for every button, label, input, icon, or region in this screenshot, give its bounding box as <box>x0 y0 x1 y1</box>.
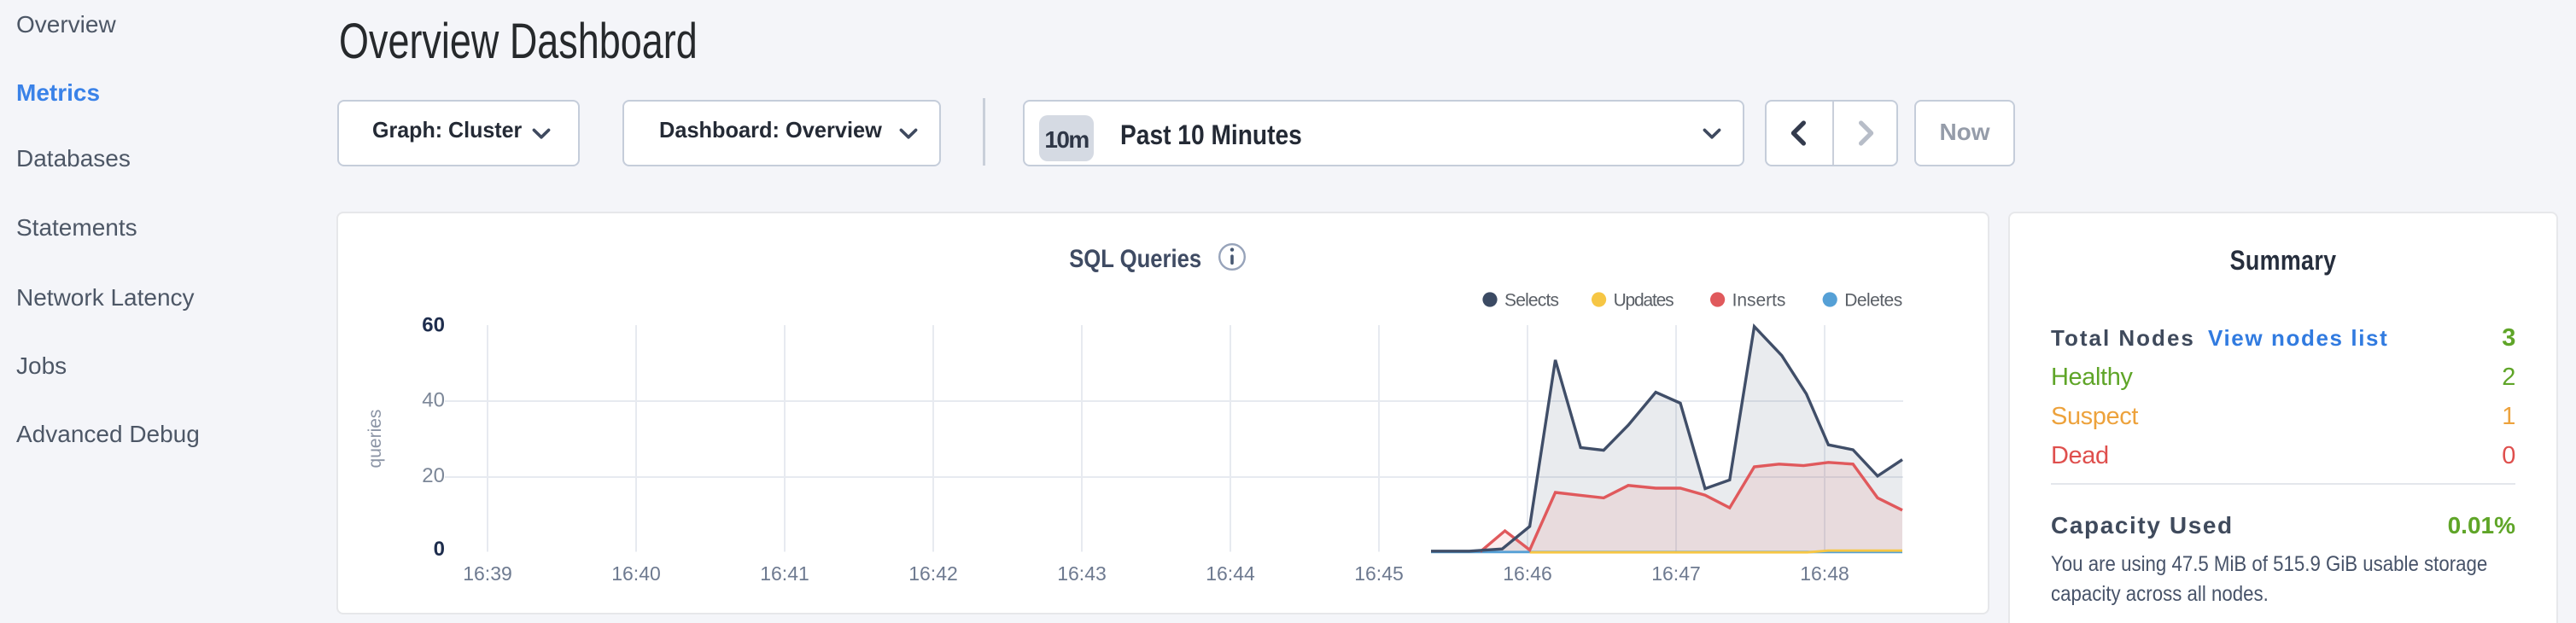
svg-text:40: 40 <box>422 389 445 412</box>
svg-text:16:42: 16:42 <box>908 562 958 585</box>
svg-text:Inserts: Inserts <box>1732 290 1786 310</box>
svg-text:16:47: 16:47 <box>1651 562 1701 585</box>
svg-text:16:44: 16:44 <box>1206 562 1255 585</box>
svg-text:16:39: 16:39 <box>463 562 512 585</box>
svg-text:16:46: 16:46 <box>1503 562 1552 585</box>
svg-text:16:45: 16:45 <box>1354 562 1404 585</box>
svg-text:60: 60 <box>422 314 445 337</box>
svg-text:SQL Queries: SQL Queries <box>1069 245 1201 273</box>
svg-text:0: 0 <box>434 538 445 561</box>
svg-text:16:48: 16:48 <box>1800 562 1849 585</box>
svg-text:16:43: 16:43 <box>1057 562 1107 585</box>
svg-text:16:41: 16:41 <box>760 562 809 585</box>
svg-text:Selects: Selects <box>1504 290 1559 310</box>
svg-text:Deletes: Deletes <box>1844 290 1902 310</box>
svg-text:Updates: Updates <box>1614 290 1674 310</box>
svg-text:queries: queries <box>365 410 385 469</box>
svg-text:16:40: 16:40 <box>611 562 661 585</box>
svg-text:20: 20 <box>422 464 445 487</box>
